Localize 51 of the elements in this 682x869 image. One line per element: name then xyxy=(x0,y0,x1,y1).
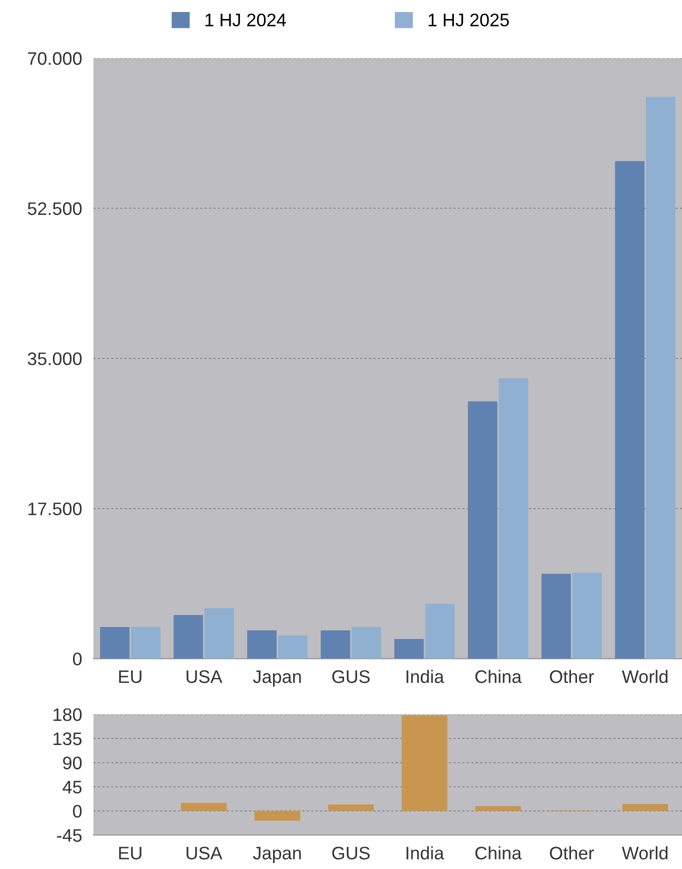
bar xyxy=(352,626,382,659)
y-tick-label: 90 xyxy=(63,756,82,770)
y-tick-label: 17.500 xyxy=(28,502,82,516)
x-tick-label: Other xyxy=(550,846,594,860)
bar xyxy=(541,574,571,659)
x-tick-label: India xyxy=(406,846,444,860)
bar xyxy=(572,572,602,659)
legend-label: 1 HJ 2025 xyxy=(428,14,509,26)
bar xyxy=(394,638,424,659)
y-tick-label: 70.000 xyxy=(28,52,82,65)
bar xyxy=(468,401,498,659)
x-tick-label: Japan xyxy=(253,846,301,864)
bar xyxy=(247,630,277,659)
y-tick-label: 135 xyxy=(54,732,82,746)
bar xyxy=(204,608,234,659)
x-tick-label: India xyxy=(406,670,444,684)
bar xyxy=(402,715,448,811)
bar xyxy=(130,626,160,659)
x-tick-label: EU xyxy=(119,846,142,860)
y-tick-label: 0 xyxy=(72,804,82,818)
x-tick-label: World xyxy=(622,846,668,860)
x-tick-label: China xyxy=(475,846,522,860)
x-tick-label: Japan xyxy=(253,670,301,687)
y-tick-label: 0 xyxy=(72,652,82,666)
x-tick-label: USA xyxy=(186,670,222,684)
x-tick-label: GUS xyxy=(332,670,370,684)
bar xyxy=(622,804,668,811)
bar xyxy=(180,802,227,811)
x-tick-label: World xyxy=(622,670,668,684)
x-tick-label: EU xyxy=(119,670,142,684)
x-tick-label: China xyxy=(475,670,522,684)
legend-label: 1 HJ 2024 xyxy=(206,14,286,26)
y-tick-label: 35.000 xyxy=(28,352,82,366)
y-tick-label: 45 xyxy=(62,780,82,794)
y-tick-label: -45 xyxy=(57,829,82,842)
bar xyxy=(425,604,455,659)
bar xyxy=(100,626,130,659)
bar xyxy=(174,614,204,659)
bar xyxy=(328,804,374,811)
bar xyxy=(615,161,644,659)
x-tick-label: GUS xyxy=(332,846,370,860)
x-tick-label: USA xyxy=(186,846,222,860)
bar xyxy=(498,378,528,659)
x-tick-label: Other xyxy=(550,670,594,684)
bar xyxy=(646,96,676,659)
bar xyxy=(475,806,521,811)
bar xyxy=(254,810,300,821)
y-tick-label: 52.500 xyxy=(28,202,82,216)
bar xyxy=(320,630,350,659)
bar xyxy=(278,636,308,659)
y-tick-label: 180 xyxy=(54,708,82,722)
